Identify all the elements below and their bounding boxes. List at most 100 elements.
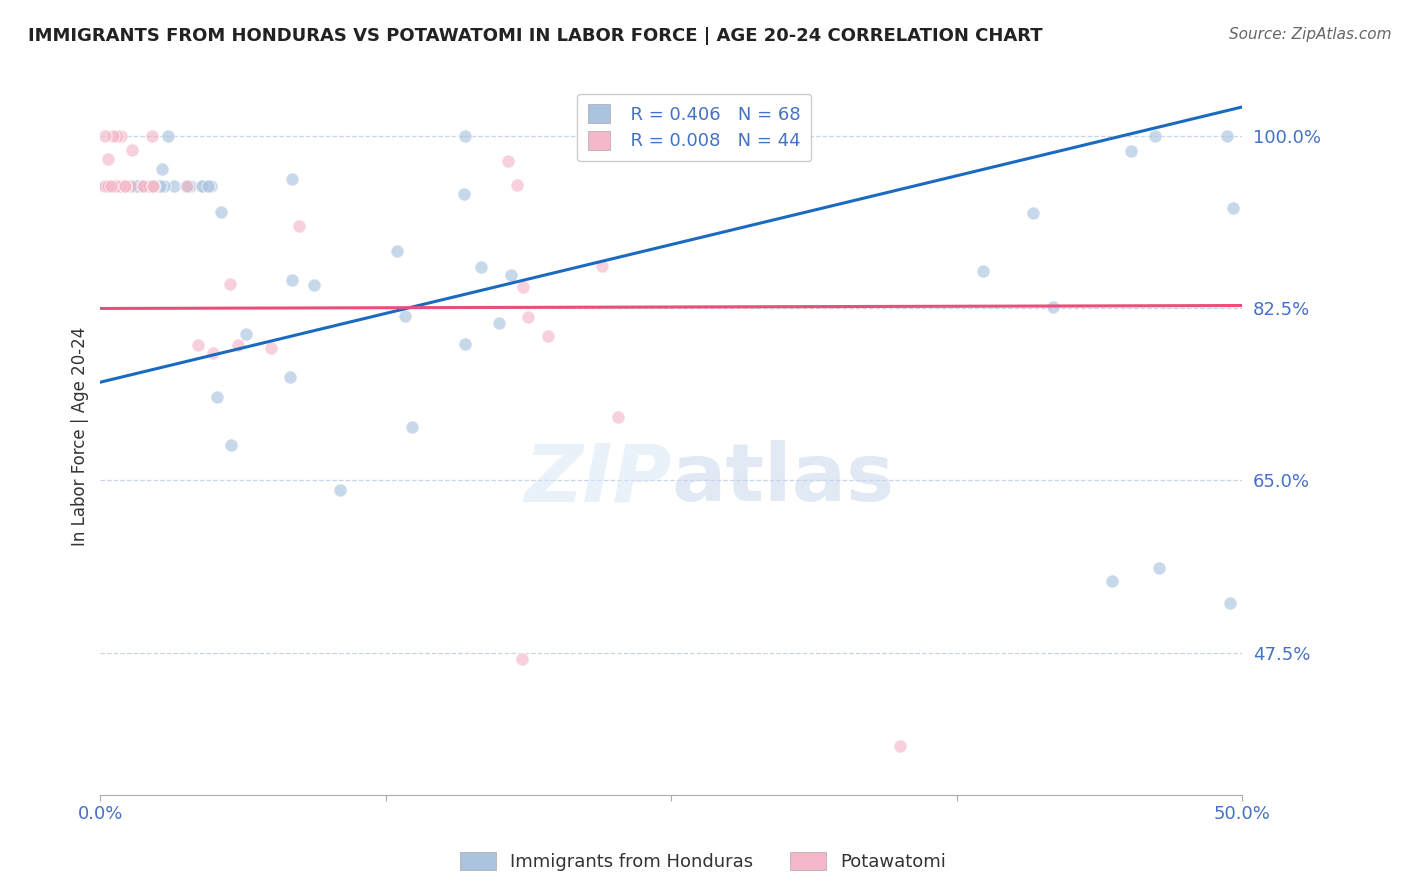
Point (972, 264, 994, 278)
Point (105, 129, 128, 144)
Point (94, 178, 117, 193)
Point (108, 178, 131, 193)
Point (114, 178, 136, 193)
Point (97, 152, 120, 166)
Point (453, 187, 475, 202)
Point (139, 178, 162, 193)
Point (1119, 144, 1142, 158)
Point (105, 178, 128, 193)
Point (128, 178, 150, 193)
Point (598, 129, 620, 144)
Point (197, 178, 219, 193)
Point (174, 178, 197, 193)
Point (488, 316, 510, 330)
Legend: Immigrants from Honduras, Potawatomi: Immigrants from Honduras, Potawatomi (453, 845, 953, 879)
Legend:   R = 0.406   N = 68,   R = 0.008   N = 44: R = 0.406 N = 68, R = 0.008 N = 44 (576, 94, 811, 161)
Point (496, 153, 519, 168)
Point (149, 178, 172, 193)
Point (127, 178, 149, 193)
Point (110, 178, 132, 193)
Point (219, 438, 242, 452)
Point (180, 178, 202, 193)
Point (187, 338, 209, 352)
Point (304, 278, 326, 293)
Point (145, 178, 167, 193)
Point (329, 483, 352, 498)
Point (281, 273, 304, 287)
Point (96, 178, 118, 193)
Point (117, 178, 139, 193)
Point (97, 178, 120, 193)
Point (889, 739, 911, 753)
Point (134, 178, 156, 193)
Point (1101, 574, 1123, 588)
Point (96, 178, 118, 193)
Point (124, 178, 146, 193)
Point (94, 129, 117, 144)
Point (127, 178, 149, 193)
Point (157, 129, 180, 144)
Point (138, 178, 160, 193)
Point (191, 178, 214, 193)
Point (135, 178, 157, 193)
Point (1042, 300, 1064, 314)
Point (101, 129, 124, 144)
Point (94, 178, 117, 193)
Point (142, 178, 165, 193)
Point (510, 651, 533, 665)
Point (121, 143, 143, 157)
Point (111, 178, 134, 193)
Point (141, 178, 163, 193)
Point (100, 178, 122, 193)
Point (1216, 129, 1239, 144)
Point (516, 310, 538, 324)
Point (226, 338, 249, 352)
Point (281, 171, 304, 186)
Point (114, 178, 136, 193)
Point (235, 327, 257, 342)
Point (94, 178, 117, 193)
Point (132, 178, 155, 193)
Point (176, 178, 198, 193)
Point (401, 420, 423, 434)
Point (142, 178, 165, 193)
Point (114, 178, 136, 193)
Point (120, 178, 142, 193)
Point (470, 260, 492, 274)
Point (143, 178, 166, 193)
Point (499, 268, 522, 282)
Point (260, 341, 283, 355)
Point (125, 178, 148, 193)
Point (1219, 596, 1241, 610)
Point (1222, 201, 1244, 215)
Point (506, 178, 529, 193)
Point (138, 178, 160, 193)
Point (218, 277, 240, 292)
Point (107, 178, 129, 193)
Point (108, 178, 131, 193)
Point (103, 178, 125, 193)
Point (454, 337, 477, 351)
Point (115, 178, 138, 193)
Point (288, 219, 311, 233)
Point (110, 129, 132, 144)
Text: Source: ZipAtlas.com: Source: ZipAtlas.com (1229, 27, 1392, 42)
Point (163, 178, 186, 193)
Point (1147, 560, 1170, 574)
Point (278, 370, 301, 384)
Point (177, 178, 200, 193)
Point (141, 129, 163, 144)
Point (591, 259, 613, 273)
Point (394, 309, 416, 323)
Text: atlas: atlas (671, 441, 894, 518)
Point (138, 178, 160, 193)
Point (537, 329, 560, 343)
Point (132, 178, 155, 193)
Y-axis label: In Labor Force | Age 20-24: In Labor Force | Age 20-24 (72, 326, 89, 546)
Point (145, 178, 167, 193)
Point (1021, 206, 1043, 220)
Text: ZIP: ZIP (524, 441, 671, 518)
Point (150, 162, 173, 177)
Point (200, 178, 222, 193)
Point (512, 280, 534, 294)
